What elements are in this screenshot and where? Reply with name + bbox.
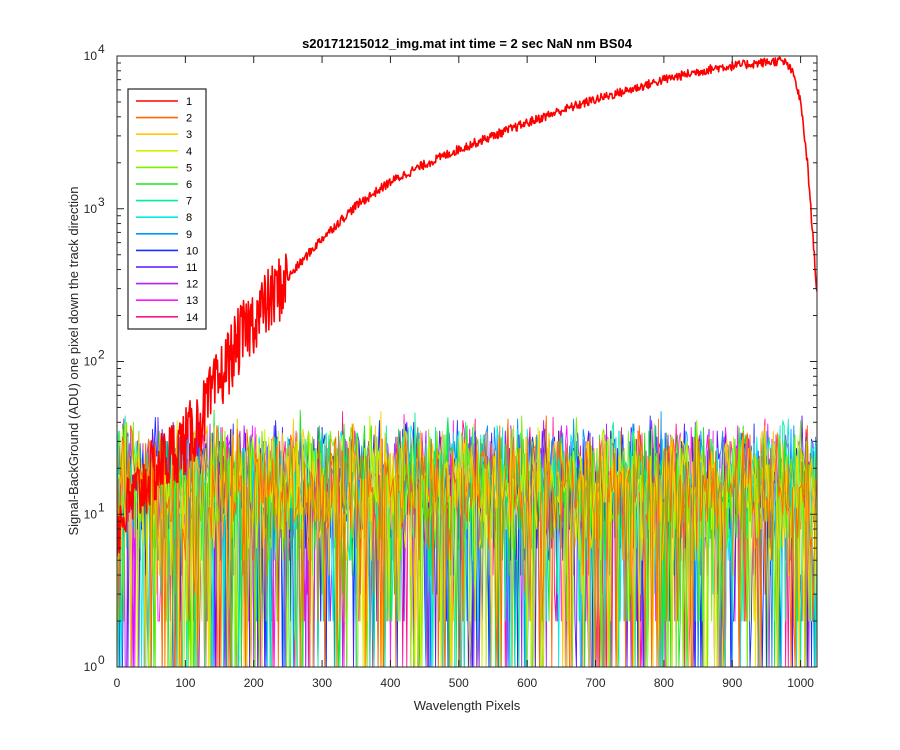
legend-box bbox=[127, 88, 207, 330]
y-tick-exponent: 1 bbox=[98, 500, 105, 514]
series-line-1 bbox=[117, 56, 817, 557]
legend-label-7: 7 bbox=[186, 196, 192, 208]
x-axis-label: Wavelength Pixels bbox=[414, 698, 521, 713]
y-tick-label: 10 bbox=[84, 660, 98, 674]
y-tick-exponent: 2 bbox=[98, 348, 105, 362]
x-tick-label: 900 bbox=[722, 676, 742, 690]
series-line-2 bbox=[117, 415, 817, 667]
y-tick-exponent: 4 bbox=[98, 42, 105, 56]
chart-title: s20171215012_img.mat int time = 2 sec Na… bbox=[302, 36, 633, 51]
x-tick-label: 100 bbox=[175, 676, 195, 690]
legend-label-6: 6 bbox=[186, 179, 192, 191]
x-tick-label: 0 bbox=[114, 676, 121, 690]
legend-label-3: 3 bbox=[186, 129, 192, 141]
x-tick-label: 400 bbox=[380, 676, 400, 690]
legend-label-12: 12 bbox=[186, 279, 198, 291]
x-tick-label: 200 bbox=[244, 676, 264, 690]
series-layer bbox=[117, 56, 817, 667]
legend-label-2: 2 bbox=[186, 113, 192, 125]
legend-label-5: 5 bbox=[186, 162, 192, 174]
y-tick-exponent: 3 bbox=[98, 195, 105, 209]
y-tick-exponent: 0 bbox=[98, 653, 105, 667]
y-tick-label: 10 bbox=[84, 202, 98, 216]
legend-label-10: 10 bbox=[186, 245, 198, 257]
x-tick-label: 800 bbox=[654, 676, 674, 690]
legend-label-1: 1 bbox=[186, 96, 192, 108]
legend-label-8: 8 bbox=[186, 212, 192, 224]
y-tick-label: 10 bbox=[84, 507, 98, 521]
x-tick-label: 1000 bbox=[787, 676, 814, 690]
x-tick-label: 700 bbox=[586, 676, 606, 690]
x-tick-label: 300 bbox=[312, 676, 332, 690]
y-tick-label: 10 bbox=[84, 49, 98, 63]
legend-label-13: 13 bbox=[186, 295, 198, 307]
y-tick-label: 10 bbox=[84, 355, 98, 369]
legend-label-14: 14 bbox=[186, 312, 198, 324]
x-tick-label: 500 bbox=[449, 676, 469, 690]
y-axis-label: Signal-BackGround (ADU) one pixel down t… bbox=[66, 186, 81, 535]
legend-label-11: 11 bbox=[186, 262, 197, 274]
x-tick-label: 600 bbox=[517, 676, 537, 690]
legend-label-4: 4 bbox=[186, 146, 192, 158]
legend-label-9: 9 bbox=[186, 229, 192, 241]
